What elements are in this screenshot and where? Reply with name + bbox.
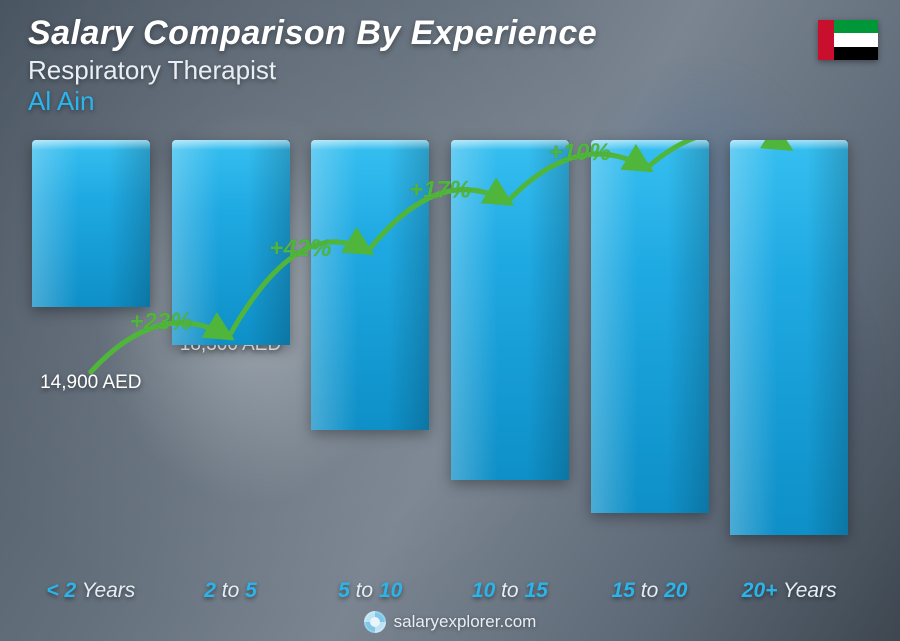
bar-shadow <box>807 140 848 535</box>
bar-shadow <box>388 140 429 430</box>
bar-shadow <box>667 140 708 513</box>
bar-highlight <box>451 140 498 480</box>
bar <box>172 140 290 345</box>
chart-subtitle: Respiratory Therapist <box>28 55 820 86</box>
chart-area: 14,900 AED 18,300 AED25,900 AED30,300 AED… <box>30 140 850 569</box>
x-tick: 20+ Years <box>728 579 850 603</box>
flag-green-stripe <box>834 20 878 33</box>
bar-slot: 18,300 AED <box>170 140 292 569</box>
footer-text: salaryexplorer.com <box>394 612 537 632</box>
bar <box>311 140 429 430</box>
bar <box>32 140 150 307</box>
bar-highlight <box>591 140 638 513</box>
site-logo-icon <box>364 611 386 633</box>
bar-shadow <box>248 140 289 345</box>
flag-white-stripe <box>834 33 878 46</box>
flag-stripes <box>834 20 878 60</box>
bar <box>591 140 709 513</box>
bar <box>730 140 848 535</box>
x-tick: 5 to 10 <box>309 579 431 603</box>
bar-slot: 14,900 AED <box>30 140 152 569</box>
x-tick: 10 to 15 <box>449 579 571 603</box>
bar-highlight <box>730 140 777 535</box>
x-tick: < 2 Years <box>30 579 152 603</box>
x-tick: 2 to 5 <box>170 579 292 603</box>
bar-shadow <box>528 140 569 480</box>
x-tick: 15 to 20 <box>589 579 711 603</box>
footer: salaryexplorer.com <box>0 611 900 633</box>
header: Salary Comparison By Experience Respirat… <box>28 14 820 117</box>
bar-slot: 30,300 AED <box>449 140 571 569</box>
bar-highlight <box>311 140 358 430</box>
bar <box>451 140 569 480</box>
bars-container: 14,900 AED 18,300 AED25,900 AED30,300 AED… <box>30 140 850 569</box>
chart-title: Salary Comparison By Experience <box>28 14 820 53</box>
bar-slot: 25,900 AED <box>309 140 431 569</box>
stage: Salary Comparison By Experience Respirat… <box>0 0 900 641</box>
bar-highlight <box>172 140 219 345</box>
x-axis: < 2 Years 2 to 5 5 to 10 10 to 15 15 to 20 20… <box>30 579 850 603</box>
chart-location: Al Ain <box>28 86 820 117</box>
flag-red-stripe <box>818 20 834 60</box>
uae-flag-icon <box>818 20 878 60</box>
bar-value-label: 14,900 AED <box>40 372 141 394</box>
flag-black-stripe <box>834 47 878 60</box>
bar-highlight <box>32 140 79 307</box>
bar-slot: 33,300 AED <box>589 140 711 569</box>
bar-shadow <box>109 140 150 307</box>
bar-slot: 35,200 AED <box>728 140 850 569</box>
